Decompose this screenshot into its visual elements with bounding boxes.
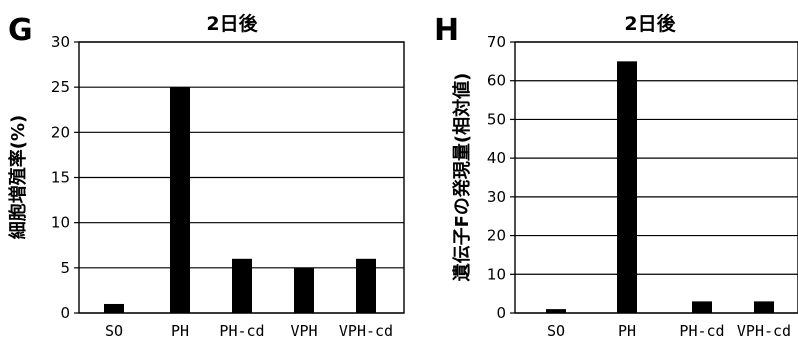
y-tick-label: 30 bbox=[487, 188, 506, 206]
y-tick-label: 10 bbox=[51, 214, 70, 232]
y-axis-label: 遺伝子Fの発現量(相対値) bbox=[451, 73, 473, 282]
x-tick-label: PH-cd bbox=[679, 322, 724, 340]
bar-ph-cd bbox=[232, 258, 252, 313]
bar-ph bbox=[617, 61, 637, 313]
y-axis-label: 細胞増殖率(%) bbox=[7, 115, 29, 240]
x-tick-label: PH bbox=[171, 322, 189, 340]
bar-vph-cd bbox=[754, 301, 774, 313]
x-tick-label: VPH-cd bbox=[737, 322, 791, 340]
y-tick-label: 15 bbox=[51, 169, 70, 187]
y-tick-label: 20 bbox=[51, 123, 70, 141]
y-tick-label: 50 bbox=[487, 110, 506, 128]
y-tick-label: 5 bbox=[60, 259, 70, 277]
x-tick-label: VPH-cd bbox=[339, 322, 393, 340]
bar-vph-cd bbox=[356, 258, 376, 313]
panel-letter: G bbox=[8, 13, 33, 48]
y-tick-label: 60 bbox=[487, 72, 506, 90]
x-tick-label: PH bbox=[618, 322, 636, 340]
x-tick-label: SO bbox=[547, 322, 565, 340]
y-tick-label: 0 bbox=[60, 304, 70, 322]
y-tick-label: 25 bbox=[51, 78, 70, 96]
x-tick-label: PH-cd bbox=[219, 322, 264, 340]
x-tick-label: SO bbox=[105, 322, 123, 340]
y-tick-label: 40 bbox=[487, 149, 506, 167]
bar-so bbox=[546, 309, 566, 313]
bar-so bbox=[104, 303, 124, 313]
panel-letter: H bbox=[434, 13, 459, 48]
x-tick-label: VPH bbox=[290, 322, 317, 340]
y-tick-label: 20 bbox=[487, 227, 506, 245]
bar-ph bbox=[170, 87, 190, 314]
chart-title: 2日後 bbox=[206, 12, 258, 35]
y-tick-label: 30 bbox=[51, 33, 70, 51]
bar-ph-cd bbox=[692, 301, 712, 313]
y-tick-label: 0 bbox=[496, 304, 506, 322]
bar-vph bbox=[294, 267, 314, 313]
y-tick-label: 70 bbox=[487, 33, 506, 51]
y-tick-label: 10 bbox=[487, 265, 506, 283]
chart-title: 2日後 bbox=[624, 12, 676, 35]
plot-frame bbox=[514, 41, 798, 314]
